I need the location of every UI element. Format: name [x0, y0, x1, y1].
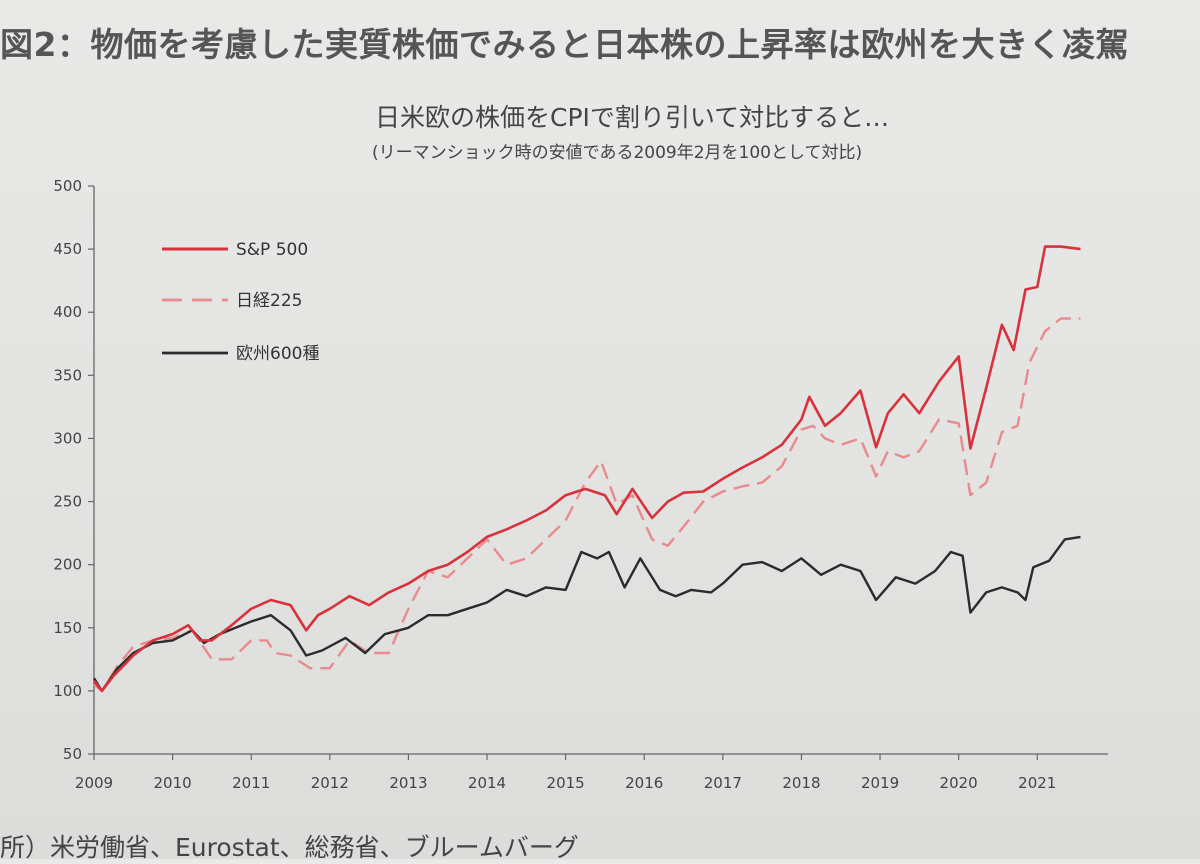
- x-tick-label: 2010: [154, 774, 192, 792]
- series-line-nikkei225: [93, 317, 1081, 693]
- chart-title: 日米欧の株価をCPIで割り引いて対比すると…: [375, 103, 890, 132]
- x-tick-label: 2018: [782, 774, 820, 792]
- legend-label: 日経225: [236, 291, 302, 311]
- chart-subtitle: (リーマンショック時の安値である2009年2月を100として対比): [372, 143, 863, 163]
- x-tick-label: 2020: [940, 774, 978, 792]
- x-tick-label: 2013: [389, 774, 427, 792]
- x-tick-label: 2016: [625, 774, 663, 792]
- x-tick-label: 2014: [468, 774, 506, 792]
- x-tick-label: 2021: [1018, 774, 1056, 792]
- y-tick-label: 400: [53, 303, 82, 321]
- chart-legend: S&P 500 日経225 欧州600種: [162, 240, 319, 364]
- x-tick-label: 2012: [311, 774, 349, 792]
- y-tick-label: 100: [53, 682, 82, 700]
- legend-label: 欧州600種: [236, 344, 319, 364]
- y-tick-label: 450: [53, 240, 82, 258]
- x-tick-label: 2009: [75, 774, 113, 792]
- y-tick-label: 350: [53, 366, 82, 384]
- y-tick-label: 250: [53, 493, 82, 511]
- figure-title: 図2：物価を考慮した実質株価でみると日本株の上昇率は欧州を大きく凌駕: [0, 25, 1129, 64]
- y-tick-label: 200: [53, 556, 82, 574]
- series-line-sp500: [92, 245, 1081, 693]
- x-tick-label: 2019: [861, 774, 899, 792]
- x-tick-label: 2015: [547, 774, 585, 792]
- y-tick-label: 500: [53, 177, 82, 195]
- x-tick-label: 2017: [704, 774, 742, 792]
- x-tick-label: 2011: [232, 774, 270, 792]
- source-note: 所）米労働省、Eurostat、総務省、ブルームバーグ: [0, 833, 579, 862]
- chart-axes: 50 100 150 200 250 300 350 400 450 500 2009 2010 201…: [53, 177, 1108, 792]
- series-layer: [92, 245, 1081, 693]
- y-tick-label: 300: [53, 429, 82, 447]
- y-tick-label: 150: [53, 619, 82, 637]
- legend-label: S&P 500: [236, 240, 308, 260]
- series-line-europe600: [92, 535, 1081, 693]
- y-tick-label: 50: [63, 745, 82, 763]
